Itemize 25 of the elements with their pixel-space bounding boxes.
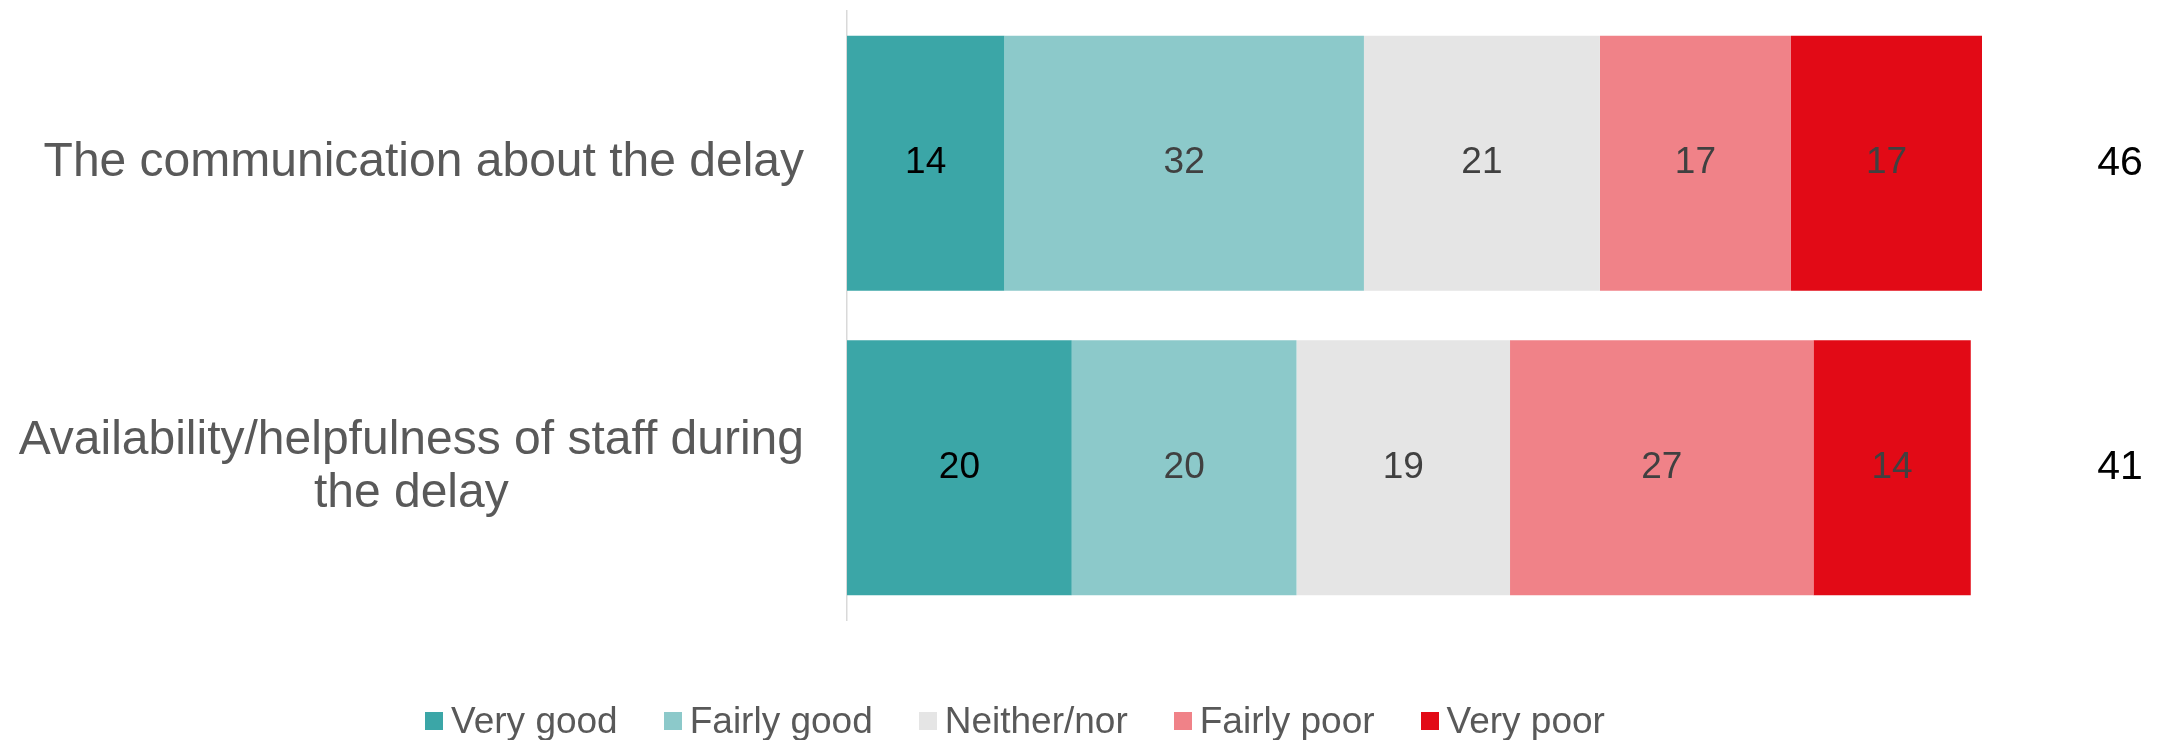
- bar: [1296, 340, 1511, 596]
- bar: [1004, 35, 1364, 291]
- data-label: 32: [1163, 140, 1205, 182]
- legend-label: Neither/nor: [944, 700, 1128, 740]
- bar: [847, 340, 1072, 596]
- bar: [847, 35, 1005, 291]
- bar: [1813, 340, 1971, 596]
- bar: [1790, 35, 1982, 291]
- data-label: 17: [1865, 140, 1908, 182]
- data-label: 14: [905, 140, 947, 182]
- bar: [1599, 35, 1791, 291]
- data-label: 27: [1641, 444, 1683, 486]
- data-label: 17: [1674, 140, 1717, 182]
- text: 41: [2097, 442, 2143, 489]
- data-label: 19: [1382, 444, 1424, 486]
- text: 46: [2097, 137, 2143, 184]
- data-label: 20: [1163, 444, 1205, 486]
- bar: [1363, 35, 1600, 291]
- bar: [1510, 340, 1814, 596]
- bar: [1071, 340, 1297, 596]
- data-label: 14: [1871, 444, 1913, 486]
- data-label: 20: [938, 444, 980, 486]
- y-tick-label: Availability/helpfulness of staff during the delay: [18, 411, 804, 518]
- data-label: 21: [1461, 140, 1503, 182]
- y-tick-label: The communication about the delay: [43, 133, 804, 187]
